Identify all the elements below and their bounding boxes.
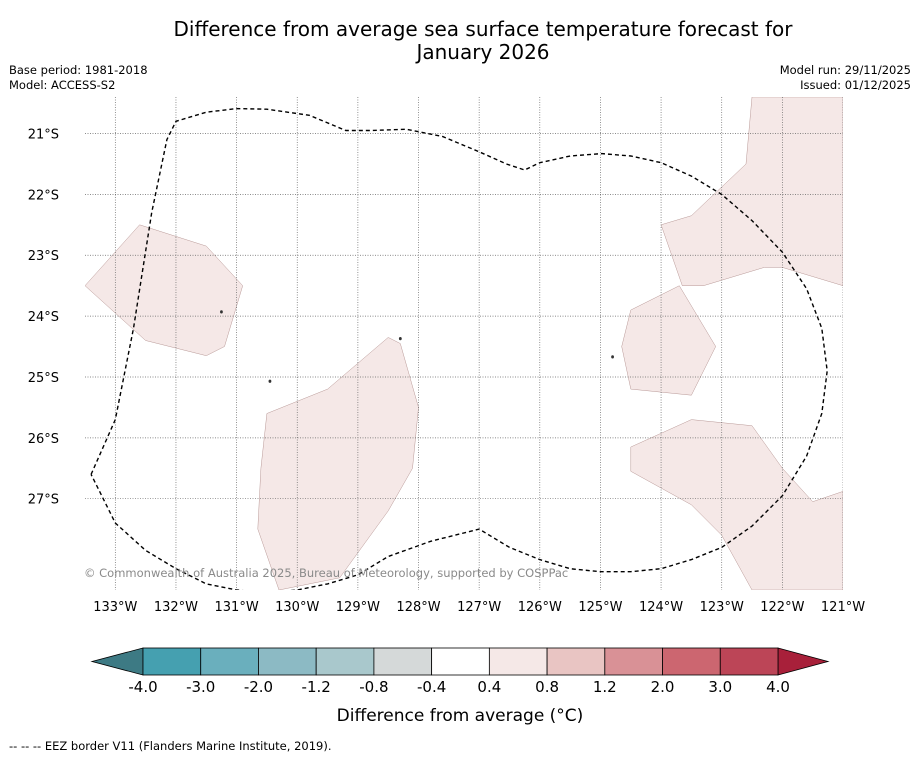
colorbar-segment xyxy=(488,647,548,676)
lat-tick-label: 23°S xyxy=(28,249,59,264)
lon-tick-label: 121°W xyxy=(821,600,865,615)
lat-tick-label: 22°S xyxy=(28,188,59,203)
meta-right: Model run: 29/11/2025 Issued: 01/12/2025 xyxy=(780,63,911,93)
colorbar-tick-label: 0.8 xyxy=(535,678,559,696)
lon-tick-label: 132°W xyxy=(154,600,198,615)
colorbar-segment xyxy=(373,647,433,676)
colorbar-segment xyxy=(258,647,317,676)
lon-tick-label: 131°W xyxy=(215,600,259,615)
lon-tick-label: 126°W xyxy=(518,600,562,615)
chart-title-line1: Difference from average sea surface temp… xyxy=(173,17,793,41)
model-run: Model run: 29/11/2025 xyxy=(779,63,911,77)
eez-footnote: -- -- -- EEZ border V11 (Flanders Marine… xyxy=(9,739,332,753)
lat-tick-label: 21°S xyxy=(28,128,59,143)
lon-tick-label: 130°W xyxy=(275,600,319,615)
chart-title-line2: January 2026 xyxy=(416,40,550,64)
lat-tick-label: 27°S xyxy=(28,493,59,508)
colorbar-tick-label: -0.8 xyxy=(359,678,388,696)
copyright-text: © Commonwealth of Australia 2025, Bureau… xyxy=(84,566,568,580)
anomaly-region-central-patch xyxy=(257,337,419,590)
colorbar-tick-label: -1.2 xyxy=(302,678,331,696)
anomaly-region-east-middle-patch xyxy=(621,285,716,396)
lat-tick-label: 26°S xyxy=(28,432,59,447)
colorbar-segment xyxy=(604,647,663,676)
eez-border-line xyxy=(90,107,828,590)
anomaly-region-west-patch xyxy=(85,224,243,356)
colorbar-segment xyxy=(200,647,259,676)
lon-tick-label: 122°W xyxy=(760,600,804,615)
colorbar-segment xyxy=(662,647,721,676)
model-name: Model: ACCESS-S2 xyxy=(9,78,116,92)
lon-tick-label: 133°W xyxy=(93,600,137,615)
lat-tick-label: 24°S xyxy=(28,310,59,325)
lon-tick-label: 128°W xyxy=(396,600,440,615)
lon-tick-label: 129°W xyxy=(336,600,380,615)
island-marker xyxy=(268,379,272,383)
colorbar-extend-min xyxy=(90,647,144,676)
colorbar-title: Difference from average (°C) xyxy=(337,706,584,726)
colorbar-segment xyxy=(315,647,375,676)
colorbar-tick-label: -3.0 xyxy=(186,678,215,696)
colorbar-segment xyxy=(719,647,779,676)
anomaly-region-east-south-patch xyxy=(630,419,843,590)
anomaly-region-east-north-patch xyxy=(660,97,843,286)
lon-tick-label: 125°W xyxy=(578,600,622,615)
colorbar-tick-label: 0.4 xyxy=(477,678,501,696)
colorbar-tick-label: -4.0 xyxy=(128,678,157,696)
island-marker xyxy=(611,355,614,359)
plot-area xyxy=(85,97,843,590)
island-marker xyxy=(398,337,402,341)
lon-tick-label: 127°W xyxy=(457,600,501,615)
colorbar-segment xyxy=(142,647,202,676)
colorbar-tick-label: 2.0 xyxy=(651,678,675,696)
colorbar-tick-label: -0.4 xyxy=(417,678,446,696)
lon-tick-label: 124°W xyxy=(639,600,683,615)
colorbar-segment xyxy=(431,647,490,676)
issued-date: Issued: 01/12/2025 xyxy=(800,78,911,92)
lon-tick-label: 123°W xyxy=(700,600,744,615)
colorbar-extend-max xyxy=(777,647,830,676)
colorbar-tick-label: 4.0 xyxy=(766,678,790,696)
lat-tick-label: 25°S xyxy=(28,371,59,386)
chart-title: Difference from average sea surface temp… xyxy=(0,18,919,64)
island-marker xyxy=(220,310,223,314)
colorbar-tick-label: 3.0 xyxy=(708,678,732,696)
colorbar-tick-label: -2.0 xyxy=(244,678,273,696)
meta-left: Base period: 1981-2018 Model: ACCESS-S2 xyxy=(9,63,148,93)
colorbar-segment xyxy=(546,647,606,676)
base-period: Base period: 1981-2018 xyxy=(9,63,148,77)
colorbar-tick-label: 1.2 xyxy=(593,678,617,696)
